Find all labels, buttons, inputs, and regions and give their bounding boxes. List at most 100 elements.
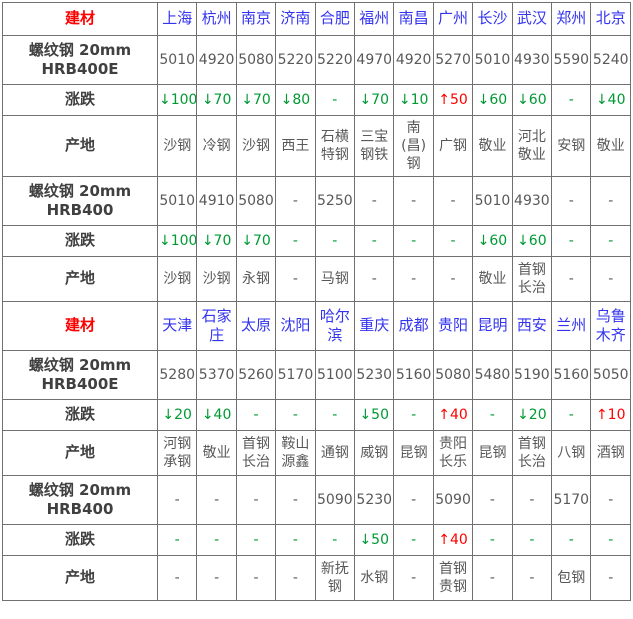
change-cell: ↓100 [156, 84, 198, 116]
origin-cell: 敬业 [196, 430, 237, 476]
change-cell: - [551, 524, 592, 556]
change-cell: ↓40 [590, 84, 631, 116]
price-cell: - [511, 475, 553, 525]
origin-cell: 河钢承钢 [156, 430, 198, 476]
price-cell: 4970 [354, 35, 395, 85]
price-cell: - [196, 475, 237, 525]
city-header: 贵阳 [432, 301, 474, 351]
price-cell: 4920 [196, 35, 237, 85]
change-cell: - [472, 524, 513, 556]
row-label: 涨跌 [2, 399, 158, 431]
change-cell: - [314, 225, 356, 257]
origin-cell: 新抚钢 [314, 555, 356, 601]
change-cell: ↓70 [235, 225, 277, 257]
row-label: 涨跌 [2, 225, 158, 257]
origin-cell: - [590, 555, 631, 601]
city-header: 北京 [590, 2, 631, 36]
origin-cell: 通钢 [314, 430, 356, 476]
change-cell: ↓70 [235, 84, 277, 116]
change-cell: ↓50 [354, 399, 395, 431]
row-label: 产地 [2, 256, 158, 302]
origin-cell: - [275, 256, 316, 302]
origin-cell: 首钢长治 [235, 430, 277, 476]
price-row: 螺纹钢 20mm HRB400E 5280 5370 5260 5170 5100 5230… [2, 350, 631, 400]
origin-cell: - [472, 555, 513, 601]
change-cell: ↑10 [590, 399, 631, 431]
city-header: 乌鲁木齐 [590, 301, 631, 351]
price-cell: 4920 [393, 35, 434, 85]
change-cell: - [551, 84, 592, 116]
material-header-label: 建材 [2, 301, 158, 351]
change-cell: ↓60 [511, 84, 553, 116]
origin-cell: 沙钢 [156, 256, 198, 302]
price-cell: 5220 [314, 35, 356, 85]
origin-cell: 鞍山源鑫 [275, 430, 316, 476]
price-cell: - [551, 176, 592, 226]
city-header: 沈阳 [275, 301, 316, 351]
change-cell: ↓60 [472, 84, 513, 116]
row-label: 产地 [2, 430, 158, 476]
change-cell: - [393, 399, 434, 431]
origin-cell: 南(昌)钢 [393, 115, 434, 177]
origin-cell: 首钢长治 [511, 256, 553, 302]
origin-cell: 三宝钢铁 [354, 115, 395, 177]
price-cell: 5220 [275, 35, 316, 85]
change-cell: - [314, 524, 356, 556]
origin-cell: 八钢 [551, 430, 592, 476]
price-table-body: 建材 上海 杭州 南京 济南 合肥 福州 南昌 广州 长沙 武汉 郑州 北京 螺纹钢 20mm HRB40… [2, 2, 631, 601]
origin-cell: 沙钢 [235, 115, 277, 177]
change-cell: ↓40 [196, 399, 237, 431]
change-cell: - [511, 524, 553, 556]
origin-cell: 石横特钢 [314, 115, 356, 177]
row-label: 涨跌 [2, 84, 158, 116]
price-cell: 5010 [472, 176, 513, 226]
price-row: 螺纹钢 20mm HRB400E 5010 4920 5080 5220 5220 4970… [2, 35, 631, 85]
origin-cell: 敬业 [590, 115, 631, 177]
change-cell: ↓80 [275, 84, 316, 116]
price-cell: - [275, 176, 316, 226]
price-cell: 5230 [354, 475, 395, 525]
origin-row: 产地 沙钢 冷钢 沙钢 西王 石横特钢 三宝钢铁 南(昌)钢 广钢 敬业 河北敬业 安钢 敬业 [2, 115, 631, 177]
price-cell: - [472, 475, 513, 525]
origin-cell: 西王 [275, 115, 316, 177]
origin-cell: - [590, 256, 631, 302]
price-cell: 5010 [156, 35, 198, 85]
price-cell: 5090 [432, 475, 474, 525]
change-cell: ↑50 [432, 84, 474, 116]
origin-cell: - [432, 256, 474, 302]
city-header: 长沙 [472, 2, 513, 36]
origin-row: 产地 河钢承钢 敬业 首钢长治 鞍山源鑫 通钢 威钢 昆钢 贵阳长乐 昆钢 首钢长治 八钢 酒钢 [2, 430, 631, 476]
change-cell: - [314, 84, 356, 116]
city-header: 上海 [156, 2, 198, 36]
price-cell: 5170 [551, 475, 592, 525]
origin-cell: 贵阳长乐 [432, 430, 474, 476]
section-1-header-row: 建材 上海 杭州 南京 济南 合肥 福州 南昌 广州 长沙 武汉 郑州 北京 [2, 2, 631, 36]
price-cell: 4930 [511, 35, 553, 85]
city-header: 哈尔滨 [314, 301, 356, 351]
change-cell: - [196, 524, 237, 556]
section-2-header-row: 建材 天津 石家庄 太原 沈阳 哈尔滨 重庆 成都 贵阳 昆明 西安 兰州 乌鲁木齐 [2, 301, 631, 351]
price-cell: 5370 [196, 350, 237, 400]
origin-cell: - [393, 555, 434, 601]
price-cell: - [275, 475, 316, 525]
row-label: 涨跌 [2, 524, 158, 556]
origin-cell: 昆钢 [393, 430, 434, 476]
change-cell: - [432, 225, 474, 257]
change-cell: ↑40 [432, 524, 474, 556]
change-cell: ↓50 [354, 524, 395, 556]
origin-cell: 永钢 [235, 256, 277, 302]
change-row: 涨跌 - - - - - ↓50- ↑40- - - - [2, 524, 631, 556]
price-cell: 5240 [590, 35, 631, 85]
origin-cell: 首钢贵钢 [432, 555, 474, 601]
origin-cell: 冷钢 [196, 115, 237, 177]
price-cell: - [393, 176, 434, 226]
row-label: 螺纹钢 20mm HRB400E [2, 350, 158, 400]
price-cell: 5010 [472, 35, 513, 85]
change-cell: - [354, 225, 395, 257]
city-header: 西安 [511, 301, 553, 351]
price-cell: - [235, 475, 277, 525]
origin-cell: 河北敬业 [511, 115, 553, 177]
price-cell: - [393, 475, 434, 525]
change-cell: - [590, 524, 631, 556]
price-cell: 5080 [235, 176, 277, 226]
